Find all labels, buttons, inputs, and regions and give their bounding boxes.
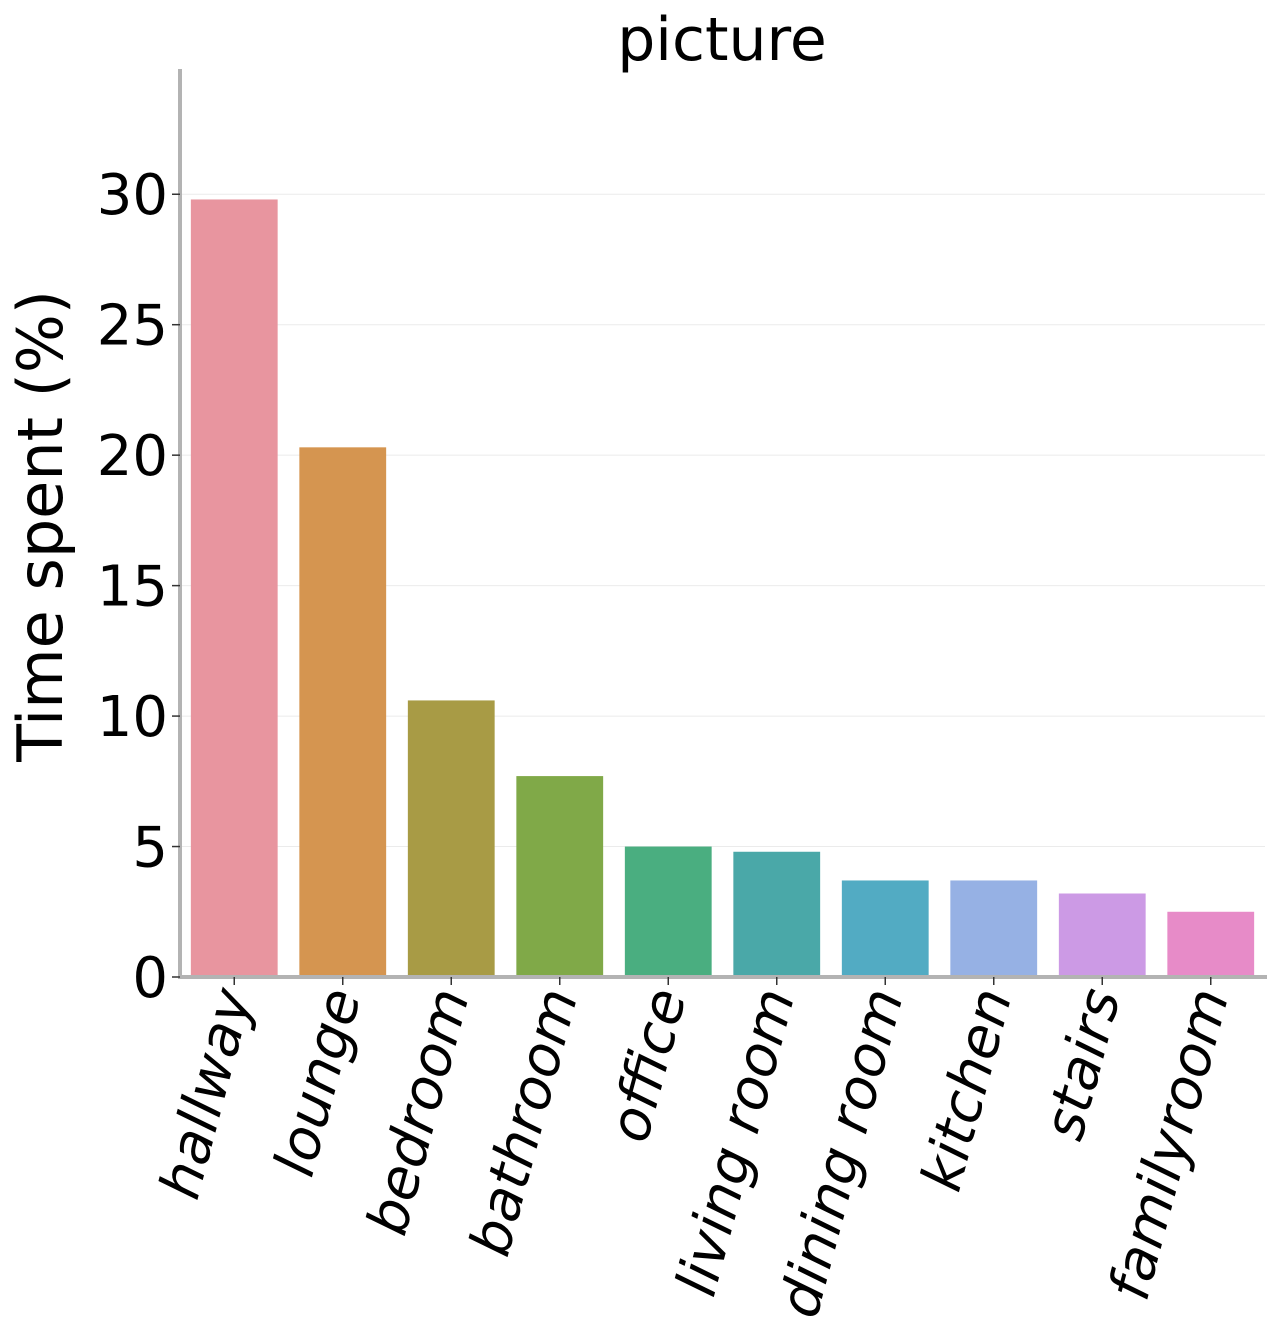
- x-tick-label: stairs: [1031, 982, 1133, 1147]
- x-tick-label: bedroom: [355, 982, 483, 1242]
- chart-title: picture: [617, 5, 827, 75]
- y-tick-label: 15: [97, 555, 168, 620]
- bar-stairs: [1058, 893, 1146, 977]
- y-tick-label: 5: [132, 816, 168, 881]
- bar-familyroom: [1167, 911, 1255, 977]
- y-tick-label: 10: [97, 685, 168, 750]
- bar-bedroom: [407, 700, 495, 977]
- x-tick-label: office: [597, 982, 700, 1149]
- bar-office: [624, 846, 712, 977]
- bar-living-room: [733, 851, 821, 977]
- y-tick-label: 30: [97, 163, 168, 228]
- bar-lounge: [299, 447, 387, 977]
- y-tick-label: 20: [97, 424, 168, 489]
- y-tick-labels: 0 5 10 15 20 25 30: [97, 163, 180, 1011]
- x-tick-label: lounge: [262, 982, 374, 1183]
- x-tick-label: bathroom: [458, 982, 592, 1263]
- bar-dining-room: [841, 880, 929, 977]
- x-tick-label: hallway: [148, 981, 266, 1206]
- y-axis-label: Time spent (%): [4, 290, 77, 763]
- x-tick-label: kitchen: [909, 982, 1025, 1198]
- bar-bathroom: [516, 776, 604, 977]
- bar-kitchen: [950, 880, 1038, 977]
- bars: [190, 199, 1255, 977]
- y-tick-label: 25: [97, 294, 168, 359]
- y-tick-label: 0: [132, 946, 168, 1011]
- bar-hallway: [190, 199, 278, 977]
